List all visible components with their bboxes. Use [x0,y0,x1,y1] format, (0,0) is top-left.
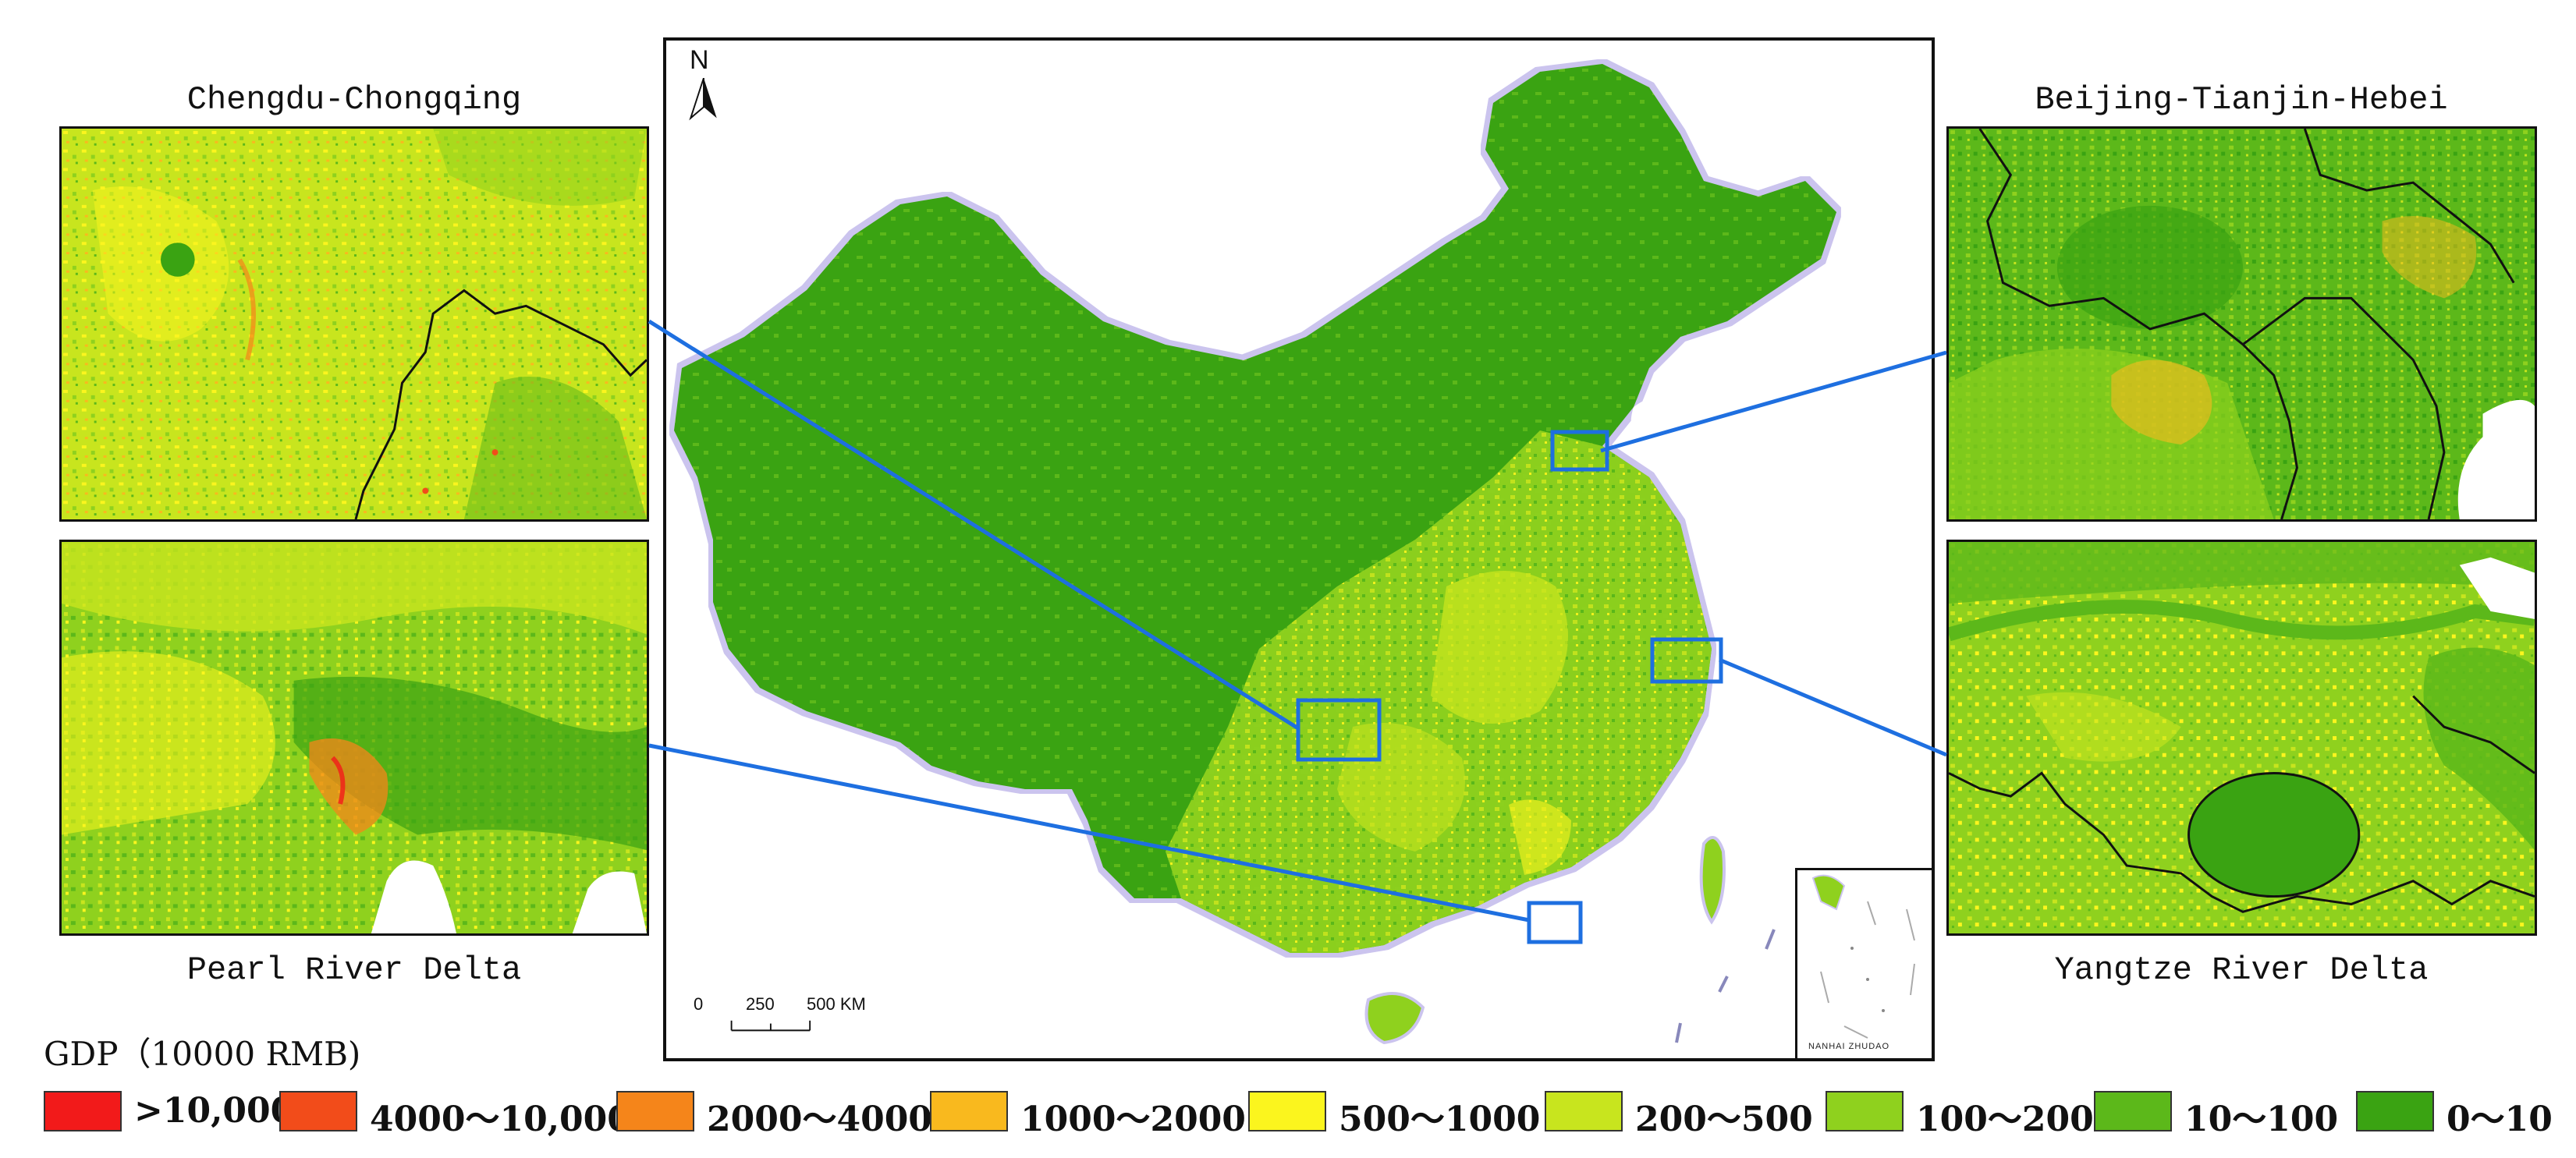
legend: >10,000 4000～10,000 2000～4000 1000～2000 … [44,1086,2553,1139]
legend-swatch [1248,1091,1326,1131]
legend-swatch [616,1091,694,1131]
inset-map-chengdu-chongqing [59,126,649,522]
legend-title: GDP（10000 RMB) [44,1035,361,1073]
scale-tick-250: 250 [746,994,775,1014]
legend-swatch [930,1091,1008,1131]
nanhai-inset [1795,868,1932,1058]
legend-swatch [1545,1091,1623,1131]
legend-label: 2000～4000 [707,1100,932,1139]
scale-bar [730,1020,811,1032]
main-map-frame [663,37,1935,1061]
scale-tick-500km: 500 KM [807,994,866,1014]
legend-label: 100～200 [1916,1100,2094,1139]
legend-swatch [279,1091,357,1131]
legend-swatch [44,1091,122,1131]
nanhai-label: NANHAI ZHUDAO [1808,1042,1890,1051]
legend-label: 200～500 [1635,1100,1813,1139]
inset-map-yangtze-river-delta [1946,540,2537,936]
legend-swatch [2356,1091,2434,1131]
region-box-pearl-river-delta [1527,901,1583,944]
legend-label: 4000～10,000 [370,1100,631,1139]
north-arrow-icon [689,78,717,121]
legend-label: 10～100 [2184,1100,2339,1139]
inset-map-beijing-tianjin-hebei [1946,126,2537,522]
inset-map-pearl-river-delta [59,540,649,936]
scale-tick-0: 0 [694,994,704,1014]
legend-label: 1000～2000 [1020,1100,1246,1139]
legend-swatch [2094,1091,2172,1131]
inset-title-chengdu-chongqing: Chengdu-Chongqing [186,81,522,119]
legend-swatch [1826,1091,1904,1131]
north-label: N [690,45,709,75]
inset-title-pearl-river-delta: Pearl River Delta [186,951,522,989]
inset-title-yangtze-river-delta: Yangtze River Delta [2054,951,2429,989]
legend-label: 0～10 [2446,1100,2553,1139]
inset-title-beijing-tianjin-hebei: Beijing-Tianjin-Hebei [2035,81,2448,119]
legend-label: 500～1000 [1339,1100,1541,1139]
legend-label: >10,000 [134,1091,295,1131]
china-map [674,64,1836,1045]
